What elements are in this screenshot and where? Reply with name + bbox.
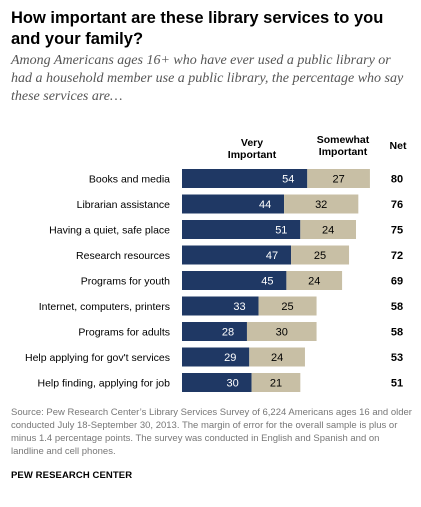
value-label-very: 29	[224, 352, 236, 364]
bar-somewhat-important	[307, 169, 370, 188]
bar-somewhat-important	[284, 194, 359, 214]
bar-very-important	[182, 347, 250, 367]
net-value: 53	[391, 352, 403, 364]
category-label: Internet, computers, printers	[39, 301, 170, 313]
value-label-very: 33	[233, 301, 245, 313]
bar-very-important	[182, 194, 285, 214]
header-somewhat-line1: Somewhat	[316, 134, 370, 146]
category-label: Librarian assistance	[77, 199, 171, 211]
value-label-somewhat: 24	[322, 225, 334, 237]
chart-title: How important are these library services…	[11, 9, 384, 48]
category-label: Programs for adults	[78, 327, 170, 339]
bar-somewhat-important	[251, 373, 301, 392]
value-label-somewhat: 30	[276, 327, 288, 339]
bar-very-important	[182, 169, 308, 188]
bar-very-important	[182, 245, 292, 265]
net-value: 76	[391, 199, 403, 211]
net-value: 58	[391, 301, 403, 313]
value-label-somewhat: 32	[315, 199, 327, 211]
bar-very-important	[182, 322, 247, 341]
net-value: 80	[391, 174, 403, 186]
value-label-somewhat: 21	[270, 378, 282, 390]
value-label-very: 28	[222, 327, 234, 339]
bar-chart: Books and media 54 27 80 Librarian assistanc…	[25, 169, 403, 392]
header-very-line1: Very	[240, 137, 264, 149]
category-label: Programs for youth	[81, 276, 170, 288]
header-somewhat-line2: Important	[318, 146, 368, 158]
category-label: Having a quiet, safe place	[49, 225, 170, 237]
value-label-very: 44	[259, 199, 271, 211]
value-label-somewhat: 24	[271, 352, 283, 364]
value-label-very: 30	[226, 378, 238, 390]
bar-somewhat-important	[291, 245, 350, 265]
bar-somewhat-important	[286, 271, 343, 290]
net-value: 58	[391, 327, 403, 339]
credit: PEW RESEARCH CENTER	[11, 470, 133, 481]
bar-very-important	[182, 373, 252, 392]
bar-somewhat-important	[249, 347, 305, 367]
value-label-very: 47	[266, 250, 278, 262]
source-note: Source: Pew Research Center’s Library Se…	[11, 407, 412, 457]
bar-somewhat-important	[246, 322, 317, 341]
value-label-somewhat: 27	[332, 174, 344, 186]
net-value: 72	[391, 250, 403, 262]
bar-very-important	[182, 296, 259, 316]
bar-very-important	[182, 271, 287, 290]
net-value: 69	[391, 276, 403, 288]
category-label: Books and media	[89, 174, 170, 186]
value-label-very: 51	[275, 225, 287, 237]
category-label: Help applying for gov't services	[25, 352, 170, 364]
value-label-somewhat: 25	[281, 301, 293, 313]
header-somewhat-important: Somewhat Important	[303, 134, 383, 158]
category-label: Help finding, applying for job	[37, 378, 170, 390]
category-label: Research resources	[76, 250, 170, 262]
chart-subtitle: Among Americans ages 16+ who have ever u…	[11, 53, 404, 104]
bar-somewhat-important	[300, 220, 356, 239]
net-value: 51	[391, 378, 403, 390]
value-label-very: 45	[261, 276, 273, 288]
header-very-important: Very Important	[214, 137, 290, 161]
bar-very-important	[182, 220, 301, 239]
net-value: 75	[391, 225, 403, 237]
header-very-line2: Important	[227, 149, 277, 161]
header-net: Net	[389, 140, 407, 152]
bar-somewhat-important	[258, 296, 317, 316]
value-label-very: 54	[282, 174, 294, 186]
value-label-somewhat: 24	[308, 276, 320, 288]
value-label-somewhat: 25	[314, 250, 326, 262]
